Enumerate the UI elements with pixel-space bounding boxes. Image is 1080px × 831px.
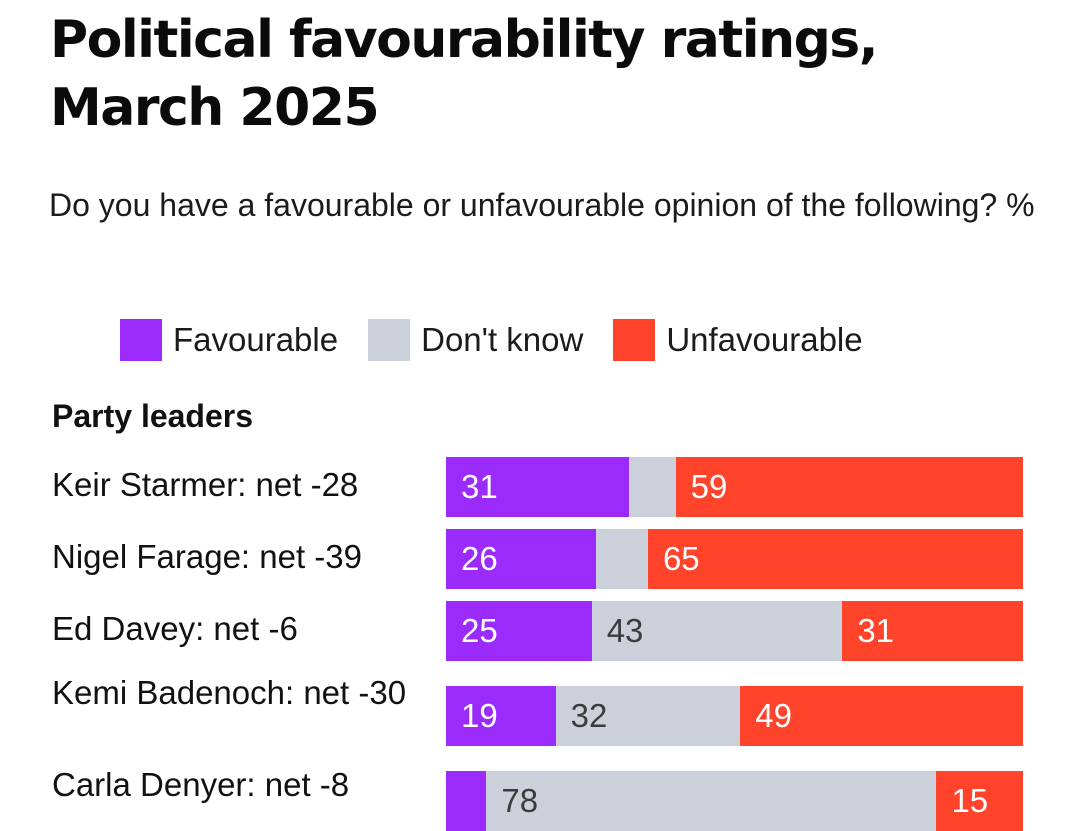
legend: Favourable Don't know Unfavourable: [120, 318, 893, 362]
bar-row: 31 59: [446, 457, 1023, 517]
chart-title: Political favourability ratings, March 2…: [50, 10, 879, 138]
data-label: 19: [461, 697, 498, 734]
legend-swatch: [368, 319, 411, 361]
data-label: 78: [501, 782, 539, 819]
legend-swatch: [613, 319, 656, 361]
data-label: 26: [461, 540, 498, 577]
bar-row: 25 43 31: [446, 601, 1023, 661]
bar-segment-favourable: 26: [446, 529, 597, 589]
legend-item-2: Unfavourable: [613, 319, 863, 361]
bar-segment-unfavourable: 31: [842, 601, 1023, 661]
bar-segment-unfavourable: 15: [936, 771, 1023, 831]
bar-segment-favourable: 31: [446, 457, 629, 517]
row-label: Ed Davey: net -6: [52, 610, 298, 647]
legend-item-0: Favourable: [120, 319, 338, 361]
bar-segment-don-t-know: 32: [555, 686, 741, 746]
data-label: 59: [690, 468, 728, 505]
bar-segment-unfavourable: 49: [740, 686, 1023, 746]
legend-label: Don't know: [421, 321, 584, 358]
row-label: Kemi Badenoch: net -30: [52, 674, 407, 711]
bar-segment-don-t-know: [596, 529, 648, 589]
data-label: 25: [461, 612, 498, 649]
data-label: 31: [857, 612, 895, 649]
data-label: 49: [755, 697, 792, 734]
data-label: 15: [951, 782, 989, 819]
data-label: 32: [570, 697, 608, 734]
bar-segment-don-t-know: [628, 457, 676, 517]
bar-segment-unfavourable: 65: [647, 529, 1023, 589]
bar-segment-unfavourable: 59: [675, 457, 1023, 517]
bar-segment-favourable: [446, 771, 487, 831]
bar-segment-favourable: 25: [446, 601, 592, 661]
row-label: Keir Starmer: net -28: [52, 466, 359, 503]
data-label: 31: [461, 468, 498, 505]
bar-row: 19 32 49: [446, 686, 1023, 746]
chart-subtitle: Do you have a favourable or unfavourable…: [49, 187, 1035, 223]
legend-label: Favourable: [173, 321, 339, 358]
bar-row: 26 65: [446, 529, 1023, 589]
data-label: 43: [606, 612, 644, 649]
data-label: 65: [662, 540, 700, 577]
legend-item-1: Don't know: [368, 319, 583, 361]
bar-segment-don-t-know: 43: [591, 601, 843, 661]
row-label: Carla Denyer: net -8: [52, 766, 350, 803]
row-label: Nigel Farage: net -39: [52, 538, 363, 575]
section-title: Party leaders: [52, 398, 254, 434]
legend-label: Unfavourable: [666, 321, 863, 358]
bar-segment-favourable: 19: [446, 686, 556, 746]
legend-swatch: [120, 319, 162, 361]
bar-segment-don-t-know: 78: [486, 771, 937, 831]
bar-row: 78 15: [446, 771, 1023, 831]
